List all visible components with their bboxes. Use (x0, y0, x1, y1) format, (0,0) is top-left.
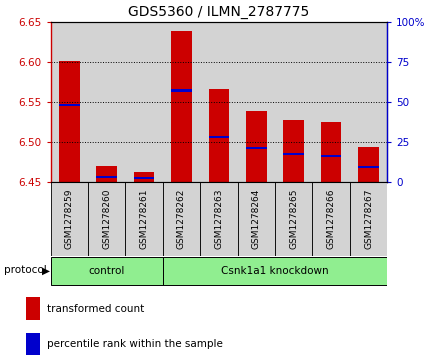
Bar (350, 22, 387, 182)
Bar (209, 136, 229, 138)
Text: transformed count: transformed count (47, 304, 144, 314)
Bar (59, 104, 80, 106)
Bar (125, 182, 163, 256)
Bar (200, 22, 238, 182)
Text: GSM1278264: GSM1278264 (252, 188, 261, 249)
Bar (51, 257, 163, 285)
Text: GSM1278260: GSM1278260 (102, 188, 111, 249)
Text: ▶: ▶ (42, 265, 50, 276)
Bar (88, 182, 125, 256)
Text: GSM1278263: GSM1278263 (214, 188, 224, 249)
Text: GSM1278262: GSM1278262 (177, 188, 186, 249)
Bar (88, 22, 125, 182)
Text: GSM1278259: GSM1278259 (65, 188, 74, 249)
Bar (96, 176, 117, 178)
Bar (125, 22, 163, 182)
Text: control: control (88, 266, 125, 276)
Text: GSM1278261: GSM1278261 (139, 188, 149, 249)
Bar (350, 182, 387, 256)
Bar (209, 89, 229, 182)
Bar (26, 333, 40, 355)
Bar (171, 89, 192, 91)
Bar (246, 147, 267, 149)
Bar (321, 122, 341, 182)
Bar (275, 182, 312, 256)
Bar (134, 172, 154, 182)
Bar (134, 177, 154, 179)
Text: percentile rank within the sample: percentile rank within the sample (47, 339, 223, 349)
Bar (51, 22, 88, 182)
Text: protocol: protocol (4, 265, 47, 276)
Bar (312, 22, 350, 182)
Bar (321, 155, 341, 157)
Bar (200, 182, 238, 256)
Bar (275, 22, 312, 182)
Bar (59, 61, 80, 182)
Bar (96, 166, 117, 182)
Bar (312, 182, 350, 256)
Text: GSM1278267: GSM1278267 (364, 188, 373, 249)
Text: Csnk1a1 knockdown: Csnk1a1 knockdown (221, 266, 329, 276)
Bar (283, 153, 304, 155)
Bar (238, 182, 275, 256)
Bar (163, 22, 200, 182)
Bar (283, 120, 304, 182)
Bar (238, 22, 275, 182)
Bar (51, 182, 88, 256)
Title: GDS5360 / ILMN_2787775: GDS5360 / ILMN_2787775 (128, 5, 309, 19)
Bar (358, 147, 379, 182)
Bar (163, 182, 200, 256)
Bar (163, 257, 387, 285)
Bar (358, 166, 379, 168)
Bar (171, 31, 192, 182)
Text: GSM1278265: GSM1278265 (289, 188, 298, 249)
Bar (26, 297, 40, 320)
Bar (246, 111, 267, 182)
Text: GSM1278266: GSM1278266 (326, 188, 336, 249)
